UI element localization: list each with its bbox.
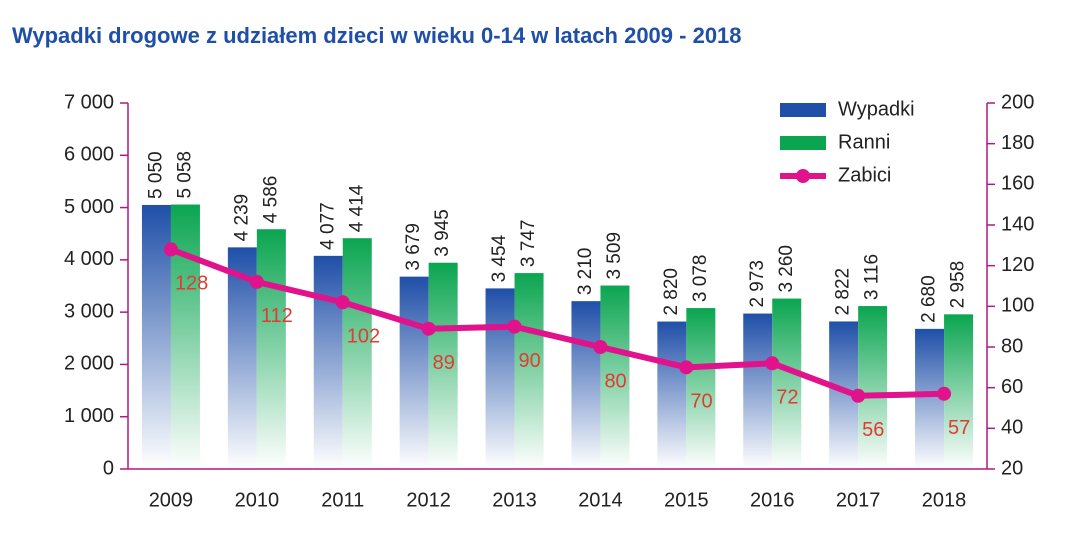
- bar-value-label: 3 679: [403, 223, 424, 271]
- y2-tick-label: 20: [1001, 457, 1023, 479]
- bar-value-label: 3 260: [776, 245, 797, 293]
- line-marker: [851, 388, 866, 403]
- y2-tick-label: 180: [1001, 132, 1034, 154]
- bar: [772, 298, 802, 469]
- bar-value-label: 4 414: [346, 184, 367, 232]
- line-value-label: 72: [776, 387, 798, 409]
- bar: [399, 276, 429, 469]
- line-marker: [765, 356, 780, 371]
- y2-tick-label: 140: [1001, 213, 1034, 235]
- bar-value-label: 2 958: [948, 261, 969, 309]
- y-tick-label: 4 000: [64, 248, 114, 270]
- line-marker: [421, 321, 436, 336]
- line: [169, 246, 945, 399]
- bar-value-label: 3 945: [432, 209, 453, 257]
- legend-label: Zabici: [838, 164, 891, 186]
- bar-value-label: 2 973: [747, 260, 768, 308]
- x-tick-label: 2015: [664, 489, 709, 511]
- bar-value-label: 3 116: [862, 254, 883, 300]
- y-tick-label: 2 000: [64, 353, 114, 375]
- line-value-label: 56: [862, 419, 884, 441]
- bar: [256, 229, 286, 469]
- legend-swatch: [796, 169, 810, 183]
- bar: [428, 262, 458, 469]
- y2-tick-label: 120: [1001, 254, 1034, 276]
- y2-tick-label: 60: [1001, 376, 1023, 398]
- line-value-label: 128: [175, 273, 208, 295]
- y-tick-label: 5 000: [64, 196, 114, 218]
- x-tick-label: 2014: [578, 489, 623, 511]
- line-value-label: 112: [261, 305, 293, 327]
- bar: [342, 238, 372, 469]
- bar-value-label: 4 239: [231, 194, 252, 242]
- bar: [858, 306, 888, 469]
- bar: [514, 273, 544, 469]
- bar-value-label: 5 050: [145, 151, 166, 199]
- line-marker: [679, 360, 694, 375]
- y2-tick-label: 200: [1001, 91, 1034, 113]
- line-marker: [593, 340, 608, 354]
- line-marker: [163, 242, 178, 257]
- line-marker: [335, 295, 350, 310]
- x-tick-label: 2016: [750, 489, 795, 511]
- y-tick-label: 3 000: [64, 300, 114, 322]
- bar-value-label: 2 822: [833, 268, 854, 316]
- line-value-label: 57: [948, 417, 970, 439]
- x-tick-label: 2011: [321, 489, 364, 511]
- y-tick-label: 1 000: [64, 405, 114, 427]
- line-value-label: 102: [347, 326, 380, 348]
- line-marker: [249, 274, 264, 289]
- x-tick-label: 2010: [235, 489, 280, 511]
- y2-tick-label: 40: [1001, 417, 1023, 439]
- bar: [743, 313, 773, 469]
- legend-label: Ranni: [838, 131, 890, 153]
- bar-value-label: 4 077: [317, 202, 338, 250]
- bar-value-label: 3 509: [604, 232, 625, 280]
- y2-tick-label: 80: [1001, 335, 1023, 357]
- line-marker: [507, 319, 522, 334]
- bar-value-label: 3 454: [489, 234, 510, 282]
- line-value-label: 80: [604, 370, 626, 392]
- bar-value-label: 3 210: [575, 248, 596, 296]
- y2-tick-label: 100: [1001, 295, 1034, 317]
- bar-value-label: 5 058: [174, 151, 195, 199]
- legend-swatch: [780, 103, 826, 117]
- x-tick-label: 2013: [492, 489, 537, 511]
- bar-value-label: 3 747: [518, 220, 539, 268]
- x-tick-label: 2017: [836, 489, 881, 511]
- x-tick-label: 2012: [406, 489, 451, 511]
- bar: [686, 308, 716, 469]
- y-tick-label: 7 000: [64, 91, 114, 113]
- bar-value-label: 2 820: [661, 268, 682, 316]
- bar: [313, 255, 343, 469]
- bar: [571, 301, 601, 469]
- bar: [657, 321, 687, 469]
- bar-value-label: 4 586: [260, 176, 281, 224]
- y2-tick-label: 160: [1001, 173, 1034, 195]
- bar: [600, 285, 630, 469]
- line-value-label: 89: [433, 352, 455, 374]
- x-tick-label: 2018: [922, 489, 967, 511]
- bar-value-label: 3 078: [690, 255, 711, 303]
- legend-label: Wypadki: [838, 98, 915, 120]
- line-value-label: 90: [519, 350, 541, 372]
- line-marker: [937, 386, 952, 401]
- chart-title: Wypadki drogowe z udziałem dzieci w wiek…: [12, 23, 742, 48]
- bar: [915, 328, 945, 469]
- y-tick-label: 0: [103, 457, 114, 479]
- bar: [485, 288, 515, 469]
- line-value-label: 70: [690, 391, 712, 413]
- y-tick-label: 6 000: [64, 144, 114, 166]
- x-tick-label: 2009: [149, 489, 194, 511]
- bar-value-label: 2 680: [919, 275, 940, 323]
- legend-swatch: [780, 136, 826, 150]
